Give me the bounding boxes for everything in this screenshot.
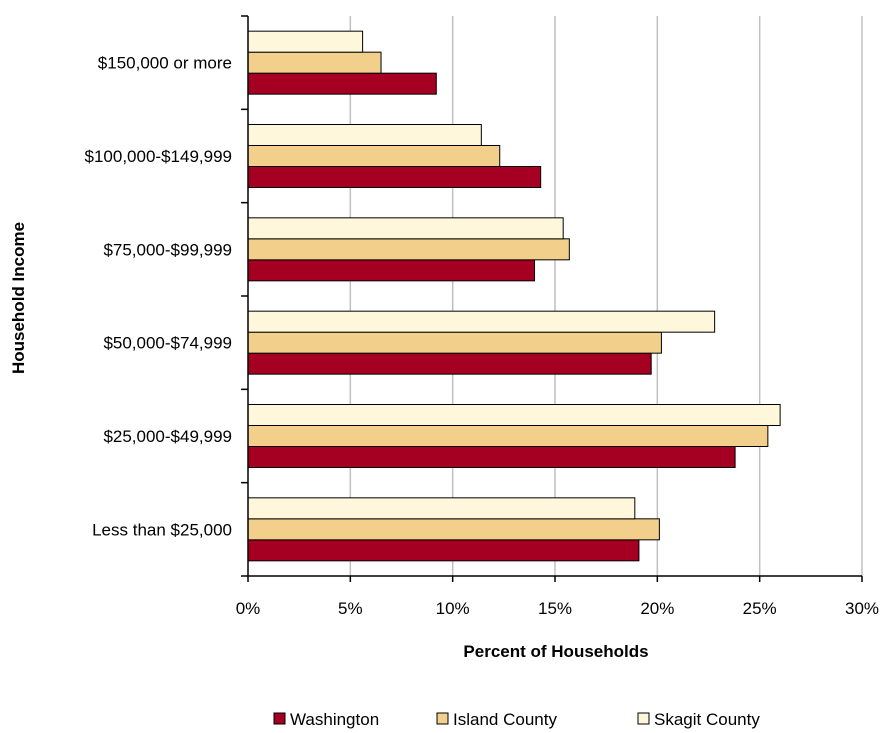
- bar-washington: [247, 72, 437, 95]
- bar-skagit-county: [247, 30, 364, 53]
- bar-washington: [247, 259, 536, 282]
- y-tick-labels: Less than $25,000 $25,000-$49,999 $50,000-…: [85, 54, 232, 540]
- legend-label: Skagit County: [654, 710, 760, 729]
- gridlines: [349, 16, 863, 576]
- x-tick-label: 25%: [743, 599, 777, 618]
- bar-island-county: [247, 238, 570, 261]
- bar-island-county: [247, 51, 382, 74]
- bars: [247, 30, 781, 562]
- legend-label: Washington: [290, 710, 379, 729]
- bar-washington: [247, 539, 640, 562]
- bar-skagit-county: [247, 404, 781, 426]
- bar-washington: [247, 446, 736, 468]
- y-tick-label: Less than $25,000: [92, 520, 232, 539]
- y-axis-title: Household Income: [9, 222, 28, 374]
- y-tick-label: $25,000-$49,999: [103, 427, 232, 446]
- legend-swatch: [436, 712, 449, 725]
- x-tick-label: 30%: [845, 599, 879, 618]
- bar-washington: [247, 352, 652, 375]
- bar-skagit-county: [247, 497, 636, 520]
- bar-island-county: [247, 425, 769, 447]
- bar-island-county: [247, 518, 660, 541]
- x-tick-label: 5%: [338, 599, 363, 618]
- bar-skagit-county: [247, 124, 482, 146]
- legend-swatch: [637, 712, 650, 725]
- y-tick-label: $50,000-$74,999: [103, 334, 232, 353]
- y-tick-label: $150,000 or more: [98, 54, 232, 73]
- bar-island-county: [247, 331, 662, 354]
- x-tick-label: 10%: [436, 599, 470, 618]
- bar-skagit-county: [247, 310, 716, 333]
- x-tick-label: 15%: [538, 599, 572, 618]
- x-tick-label: 20%: [640, 599, 674, 618]
- x-tick-labels: 0% 5% 10% 15% 20% 25% 30%: [236, 599, 879, 618]
- axes: [241, 15, 863, 582]
- x-tick-label: 0%: [236, 599, 261, 618]
- bar-island-county: [247, 145, 501, 167]
- bar-skagit-county: [247, 217, 564, 240]
- legend-swatch: [273, 712, 286, 725]
- legend-label: Island County: [453, 710, 557, 729]
- x-axis-title: Percent of Households: [463, 642, 648, 661]
- y-tick-label: $100,000-$149,999: [85, 147, 232, 166]
- y-tick-label: $75,000-$99,999: [103, 240, 232, 259]
- bar-washington: [247, 166, 542, 188]
- legend: Washington Island County Skagit County: [273, 710, 760, 729]
